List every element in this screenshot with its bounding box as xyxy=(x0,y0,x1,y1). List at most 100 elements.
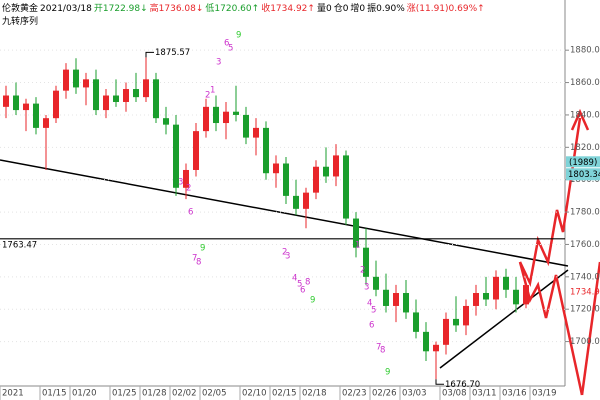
header-field: 收1734.92↑ xyxy=(261,4,315,14)
x-tick-label: 02/05 xyxy=(202,389,227,399)
tag-label: (1989) xyxy=(569,158,597,168)
td-mark: 8 xyxy=(305,278,310,288)
candle-body xyxy=(353,218,359,248)
candle-body xyxy=(163,118,169,125)
td-mark: 7 xyxy=(376,343,381,353)
x-tick-label: 03/16 xyxy=(502,389,527,399)
candle-body xyxy=(373,276,379,290)
candle-body xyxy=(43,118,49,128)
header-field: 涨(11.91)0.69%↑ xyxy=(406,4,485,14)
candle-body xyxy=(13,95,19,111)
x-tick-label: 02/23 xyxy=(342,389,367,399)
y-tick-label: 1720.00 xyxy=(570,305,600,315)
candle-body xyxy=(303,192,309,209)
candle-body xyxy=(73,69,79,88)
low-label: 1676.70 xyxy=(445,380,480,390)
x-tick-label: 01/15 xyxy=(42,389,67,399)
header-field: 低1720.60↑ xyxy=(205,4,260,14)
candle-body xyxy=(473,293,479,306)
arrow-head xyxy=(570,108,590,131)
candle-body xyxy=(313,166,319,193)
candle-body xyxy=(103,95,109,111)
price-box xyxy=(566,168,600,181)
td-mark: 8 xyxy=(196,258,201,268)
resistance-trendline xyxy=(0,159,569,267)
price-box-label: 1803.34 xyxy=(568,170,600,180)
td-mark: 9 xyxy=(310,296,315,306)
candle-body xyxy=(333,155,339,177)
x-tick-label: 01/25 xyxy=(112,389,137,399)
candle-body xyxy=(463,305,469,326)
candle-body xyxy=(513,289,519,305)
candle-body xyxy=(213,106,219,124)
x-tick-label: 01/20 xyxy=(72,389,97,399)
candle-body xyxy=(113,95,119,102)
arrow-path xyxy=(518,117,582,288)
high-label: 1875.57 xyxy=(155,48,190,58)
low-leader xyxy=(435,379,444,385)
candle-body xyxy=(243,114,249,138)
candle-body xyxy=(93,79,99,111)
td-mark: 9 xyxy=(200,244,205,254)
candle-body xyxy=(433,344,439,352)
header-field: 振0.90% xyxy=(367,4,405,14)
x-tick-label: 03/03 xyxy=(402,389,427,399)
y-tick-label: 1860.00 xyxy=(570,78,600,88)
td-mark: 6 xyxy=(188,208,193,218)
support-trendline xyxy=(439,269,569,369)
td-mark: 4 xyxy=(292,274,297,284)
y-tick-label: 1780.00 xyxy=(570,208,600,218)
td-mark: 3 xyxy=(285,252,290,262)
header-field: 2021/03/18 xyxy=(40,4,92,14)
candle-body xyxy=(63,69,69,91)
y-tick-label: 1880.00 xyxy=(570,46,600,56)
header: 伦敦黄金 2021/03/18 开1722.98↓ 高1736.08↓ 低1720.60… xyxy=(2,1,487,14)
candle-body xyxy=(193,131,199,170)
td-mark: 3 xyxy=(178,178,183,188)
candle-body xyxy=(253,127,259,138)
candle-body xyxy=(453,318,459,326)
x-tick-label: 02/18 xyxy=(302,389,327,399)
candle-body xyxy=(283,163,289,196)
candle-body xyxy=(343,155,349,219)
candle-body xyxy=(203,106,209,132)
td-mark: 8 xyxy=(380,346,385,356)
td-mark: 3 xyxy=(216,58,221,68)
candle-body xyxy=(123,89,129,102)
candle-body xyxy=(363,247,369,277)
x-tick-label: 03/19 xyxy=(532,389,557,399)
header-field: 量0 xyxy=(316,4,332,14)
header-field: 高1736.08↓ xyxy=(149,4,204,14)
td-mark: 5 xyxy=(371,306,376,316)
td-mark: 7 xyxy=(192,254,197,264)
td-mark: 9 xyxy=(236,31,241,41)
candle-body xyxy=(263,127,269,174)
candle-body xyxy=(493,276,499,300)
candle-body xyxy=(173,124,179,188)
x-tick-label: 02/26 xyxy=(372,389,397,399)
candle-body xyxy=(393,293,399,306)
x-tick-label: 02/10 xyxy=(242,389,267,399)
candle-body xyxy=(503,276,509,290)
candle-body xyxy=(153,79,159,119)
candle-body xyxy=(143,79,149,98)
td-mark: 2 xyxy=(186,184,191,194)
header-field: 增0 xyxy=(350,4,366,14)
x-tick-label: 03/11 xyxy=(472,389,497,399)
header-field: 伦敦黄金 xyxy=(2,4,39,14)
td-mark: 6 xyxy=(300,286,305,296)
td-mark: 2 xyxy=(282,248,287,258)
td-mark: 1 xyxy=(355,241,360,251)
y-tick-label: 1740.00 xyxy=(570,272,600,282)
td-mark: 1 xyxy=(210,86,215,96)
candle-body xyxy=(323,166,329,177)
td-mark: 5 xyxy=(297,280,302,290)
candle-body xyxy=(383,289,389,306)
candle-body xyxy=(223,111,229,124)
y-tick-label: 1840.00 xyxy=(570,110,600,120)
candle-body xyxy=(413,312,419,332)
candle-body xyxy=(403,293,409,313)
candle-body xyxy=(3,95,9,107)
